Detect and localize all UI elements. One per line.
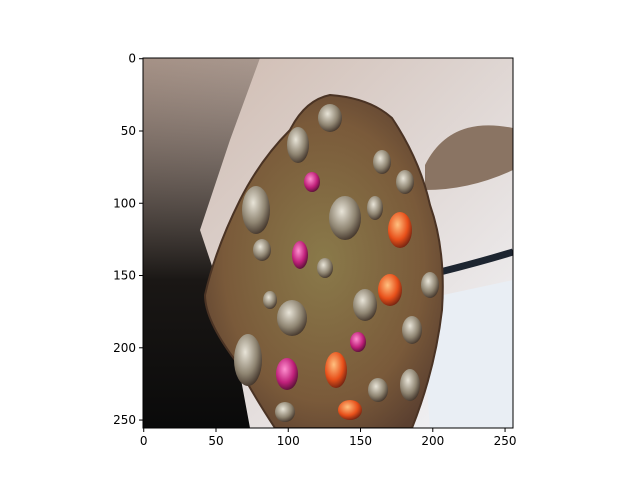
x-tick-label: 250 <box>494 434 517 448</box>
y-tick-label: 200 <box>113 341 136 355</box>
y-tick-label: 150 <box>113 269 136 283</box>
y-tick-label: 50 <box>121 124 136 138</box>
droplets <box>234 104 439 422</box>
ticks: 0 50 100 150 200 250 0 50 100 150 200 250 <box>113 52 516 448</box>
x-tick-label: 200 <box>421 434 444 448</box>
y-tick-label: 100 <box>113 196 136 210</box>
x-tick-label: 100 <box>277 434 300 448</box>
x-tick-label: 0 <box>140 434 148 448</box>
y-tick-label: 250 <box>113 413 136 427</box>
y-tick-label: 0 <box>128 52 136 66</box>
image <box>143 58 513 428</box>
axes-frame <box>142 57 514 429</box>
x-tick-label: 50 <box>208 434 223 448</box>
x-tick-label: 150 <box>349 434 372 448</box>
